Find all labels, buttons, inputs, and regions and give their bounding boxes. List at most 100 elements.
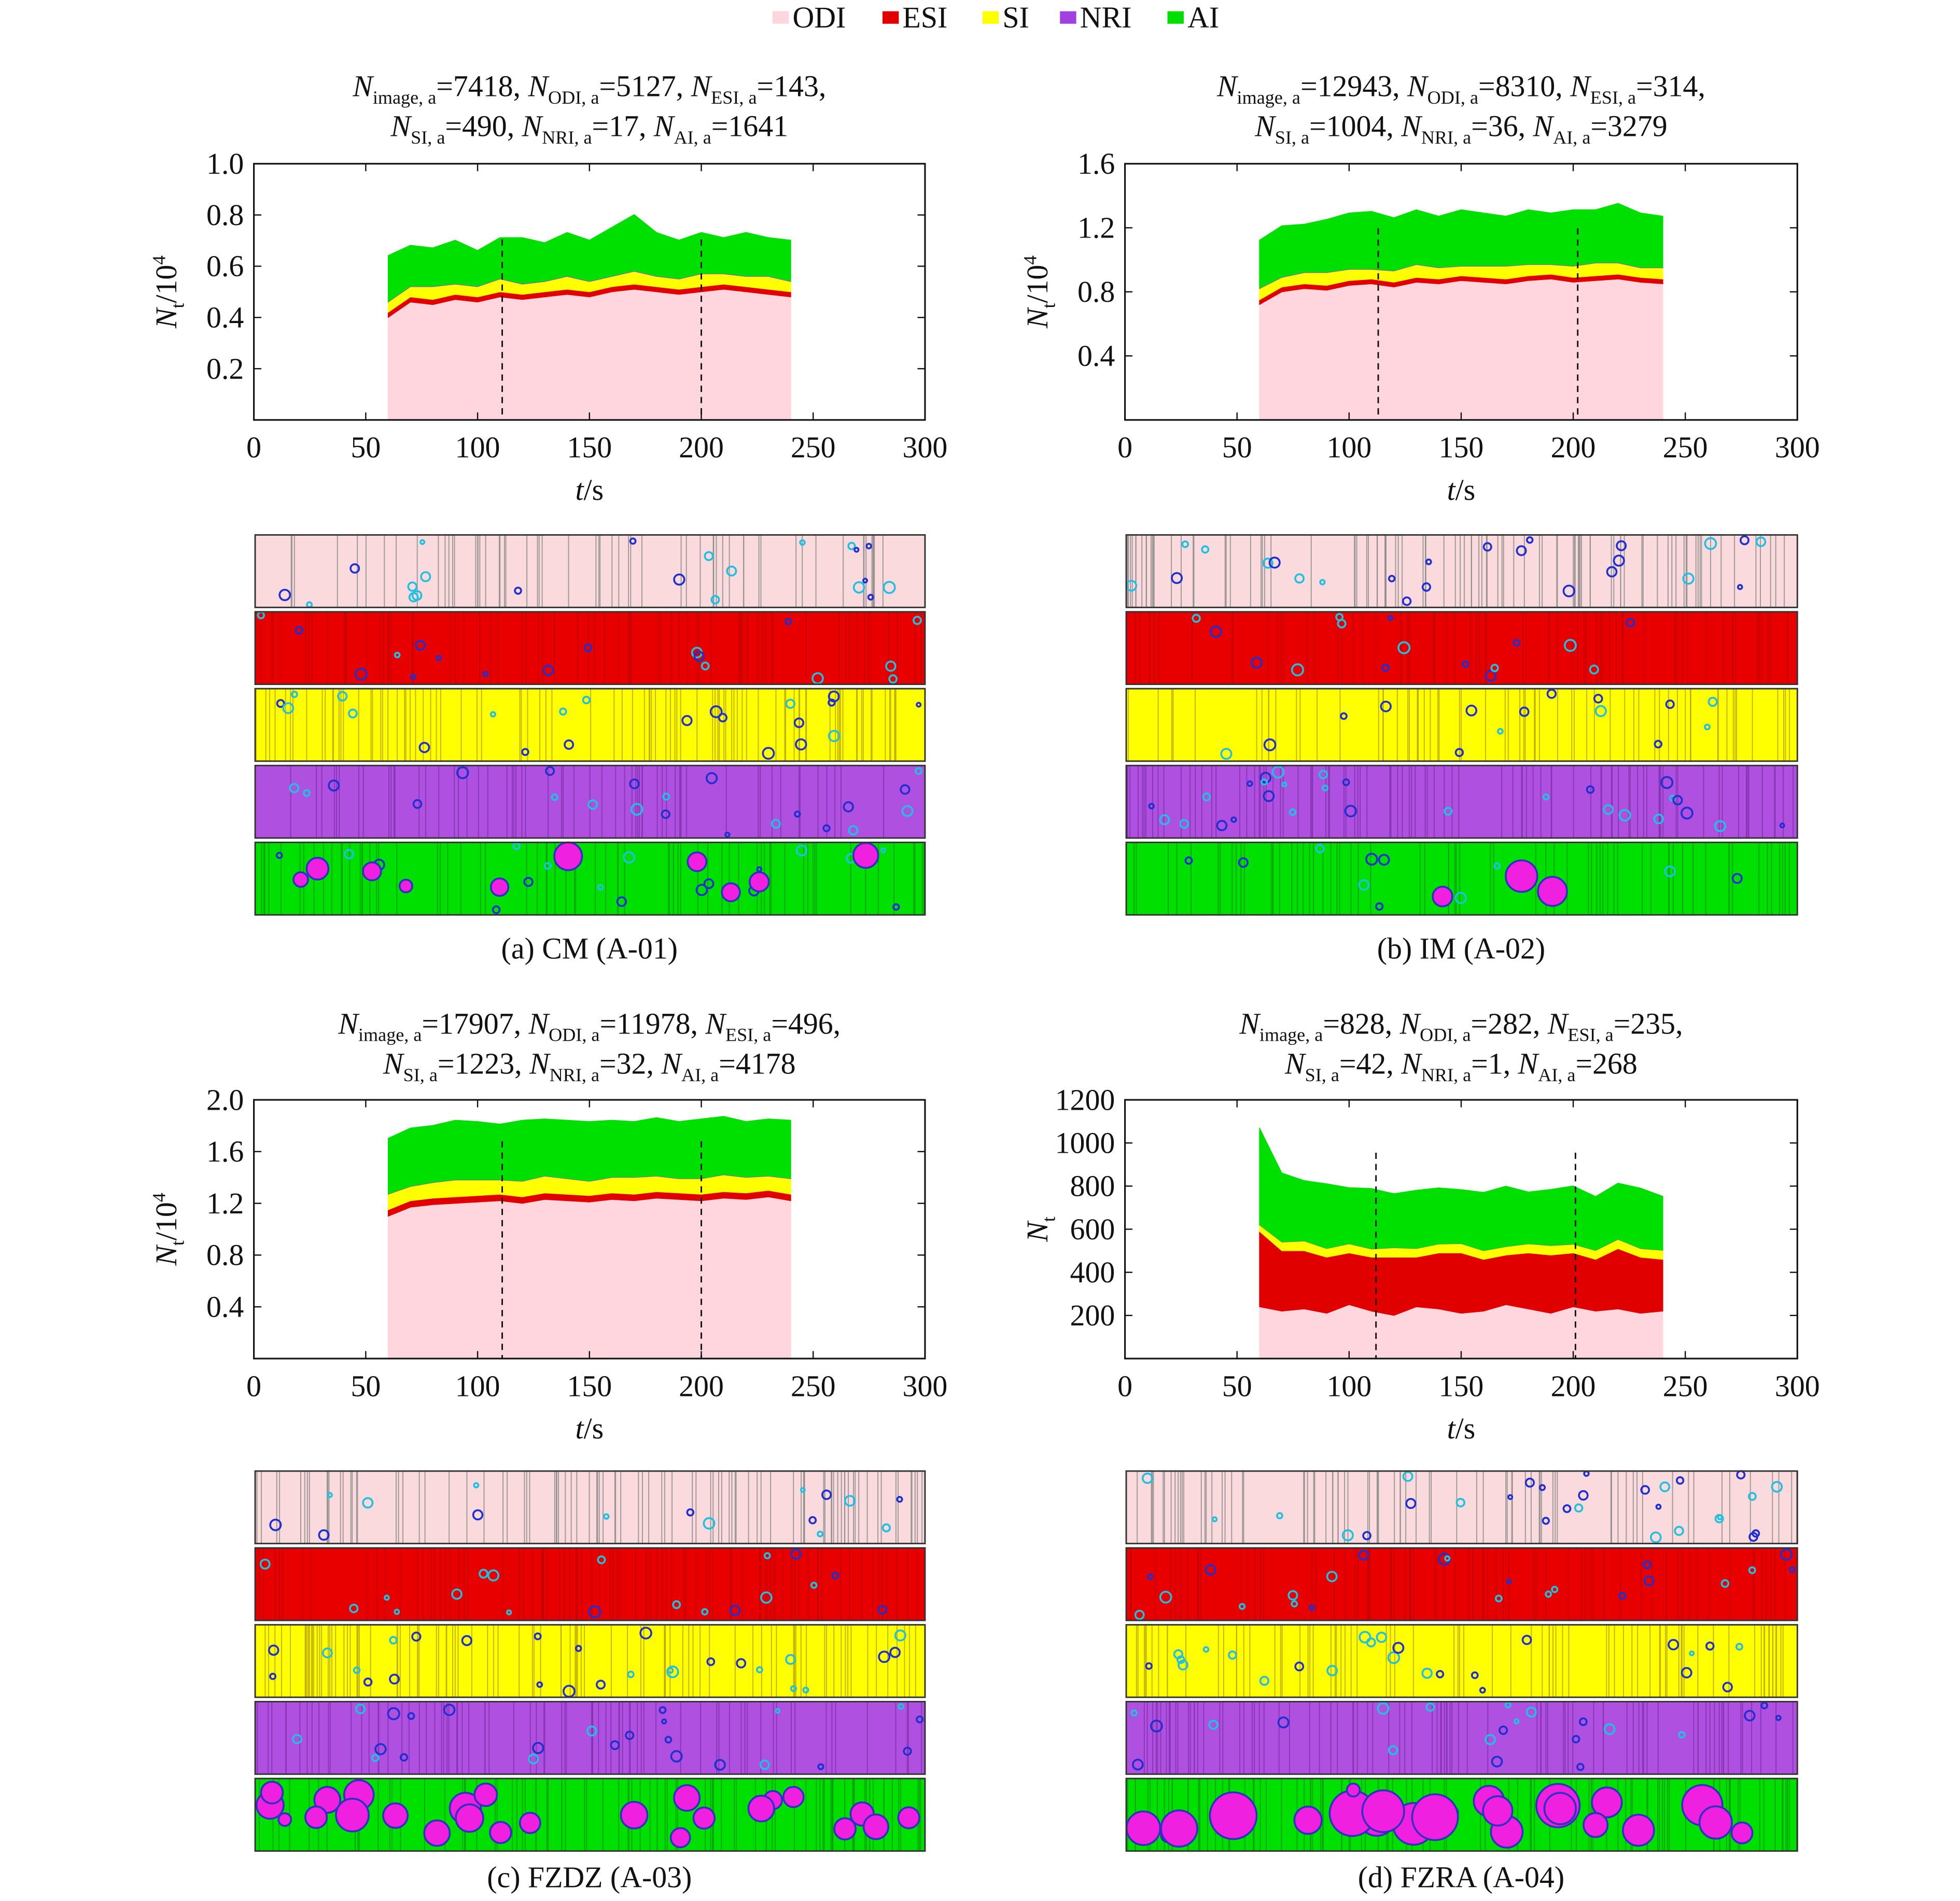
strip-particle [512, 842, 521, 850]
strip-particle [398, 878, 413, 893]
legend-label: ODI [792, 1, 846, 34]
strip-particle [1263, 790, 1275, 802]
strip-particle [795, 845, 808, 857]
subscript: SI, a [403, 1065, 438, 1085]
strip-particle [662, 792, 670, 801]
x-tick-label: 100 [1326, 430, 1371, 464]
strip-particle [1141, 1472, 1154, 1484]
y-tick-label: 0.4 [206, 1290, 244, 1323]
strip-particle [1377, 1702, 1390, 1715]
strip-particle [616, 896, 627, 907]
strip-particle [756, 866, 763, 873]
strip-particle [1525, 1706, 1537, 1718]
symbol: N [705, 1007, 727, 1040]
strip-particle [1159, 1590, 1172, 1604]
y-tick-label: 1.2 [206, 1186, 244, 1220]
strip-particle [1542, 1517, 1550, 1525]
x-tick-label: 150 [1439, 430, 1484, 464]
strip-frame [1125, 1470, 1798, 1545]
strip-particle [1421, 1667, 1433, 1679]
strip-particle [1720, 1579, 1730, 1588]
y-tick-label: 1.2 [1077, 211, 1115, 245]
x-tick-label: 300 [903, 430, 948, 464]
image-strip [1125, 1778, 1798, 1852]
strip-particle [1788, 1566, 1796, 1573]
strip-particle [703, 878, 715, 889]
area [387, 289, 791, 421]
strip-particle [1402, 1471, 1413, 1482]
strip-particle [1593, 694, 1603, 704]
strip-particle [1130, 1709, 1138, 1717]
caption: (d) FZRA (A-04) [1358, 1860, 1564, 1894]
caption: (c) FZDZ (A-03) [487, 1860, 692, 1894]
strip-particle [1465, 704, 1478, 717]
text: =32, [599, 1046, 654, 1080]
strip-particle [328, 779, 340, 792]
strip-particle [443, 1703, 456, 1716]
x-tick-label: 0 [246, 430, 261, 464]
strip-particle [847, 541, 856, 551]
strip-bg [1126, 1701, 1798, 1774]
strip-particle [1365, 852, 1378, 866]
strip-particle [419, 539, 426, 545]
image-strip [1125, 534, 1798, 608]
symbol: N [1401, 1046, 1423, 1080]
strip-particle [1653, 814, 1664, 824]
x-tick-label: 300 [1775, 430, 1820, 464]
strip-particle [305, 857, 330, 880]
strip-particle [455, 1803, 484, 1833]
strip-particle [1675, 1476, 1685, 1485]
strip-bg [1126, 1471, 1798, 1544]
strip-particle [817, 1530, 824, 1537]
superscript: 4 [149, 1193, 170, 1202]
strip-particle [1411, 1793, 1459, 1841]
strip-particle [1521, 1634, 1532, 1645]
strip-particle [337, 691, 348, 702]
strip-particle [1238, 857, 1249, 868]
x-tick-label: 300 [903, 1369, 948, 1403]
strip-particle [867, 594, 874, 601]
y-tick-label: 400 [1070, 1255, 1115, 1289]
strip-particle [595, 1680, 606, 1690]
strip-frame [254, 1701, 926, 1775]
strip-frame [1125, 842, 1798, 916]
strip-particle [1707, 696, 1718, 707]
strip-particle [1660, 776, 1674, 789]
strip-particle [482, 671, 489, 678]
strip-particle [489, 877, 510, 897]
strip-particle [681, 715, 693, 726]
strip-particle [736, 1658, 747, 1669]
strip-particle [1516, 545, 1527, 556]
strip-particle [794, 810, 801, 818]
strip-particle [1755, 536, 1767, 547]
strip-frame [254, 764, 926, 839]
chart-title: Nimage, a=12943, NODI, a=8310, NESI, a=314… [1216, 69, 1705, 108]
strip-particle [1461, 660, 1469, 668]
area [387, 1196, 791, 1359]
strip-particle [603, 1513, 610, 1520]
strip-particle [407, 1712, 415, 1720]
strip-particle [1387, 615, 1394, 621]
strip-particle [695, 884, 708, 897]
strip-particle [785, 618, 792, 625]
strip-frame [1125, 611, 1798, 686]
strip-particle [1268, 556, 1281, 569]
strip-particle [1397, 641, 1411, 654]
strip-particle [536, 1681, 543, 1688]
strip-particle [1262, 557, 1273, 569]
strip-particle [387, 1707, 400, 1721]
image-strip [254, 1778, 926, 1852]
strip-particle [1202, 1646, 1210, 1653]
strip-particle [1178, 1659, 1188, 1671]
strip-particle [407, 581, 418, 592]
strip-particle [1505, 859, 1538, 893]
strip-particle [1287, 1590, 1298, 1601]
strip-particle [747, 1795, 775, 1823]
strip-particle [521, 748, 529, 756]
strip-particle [1606, 566, 1618, 578]
subscript: t [167, 1240, 188, 1246]
strip-particle [1674, 1526, 1684, 1536]
strip-particle [1499, 1725, 1508, 1735]
strip-bg [1126, 1625, 1798, 1698]
strip-particle [1358, 1549, 1369, 1561]
